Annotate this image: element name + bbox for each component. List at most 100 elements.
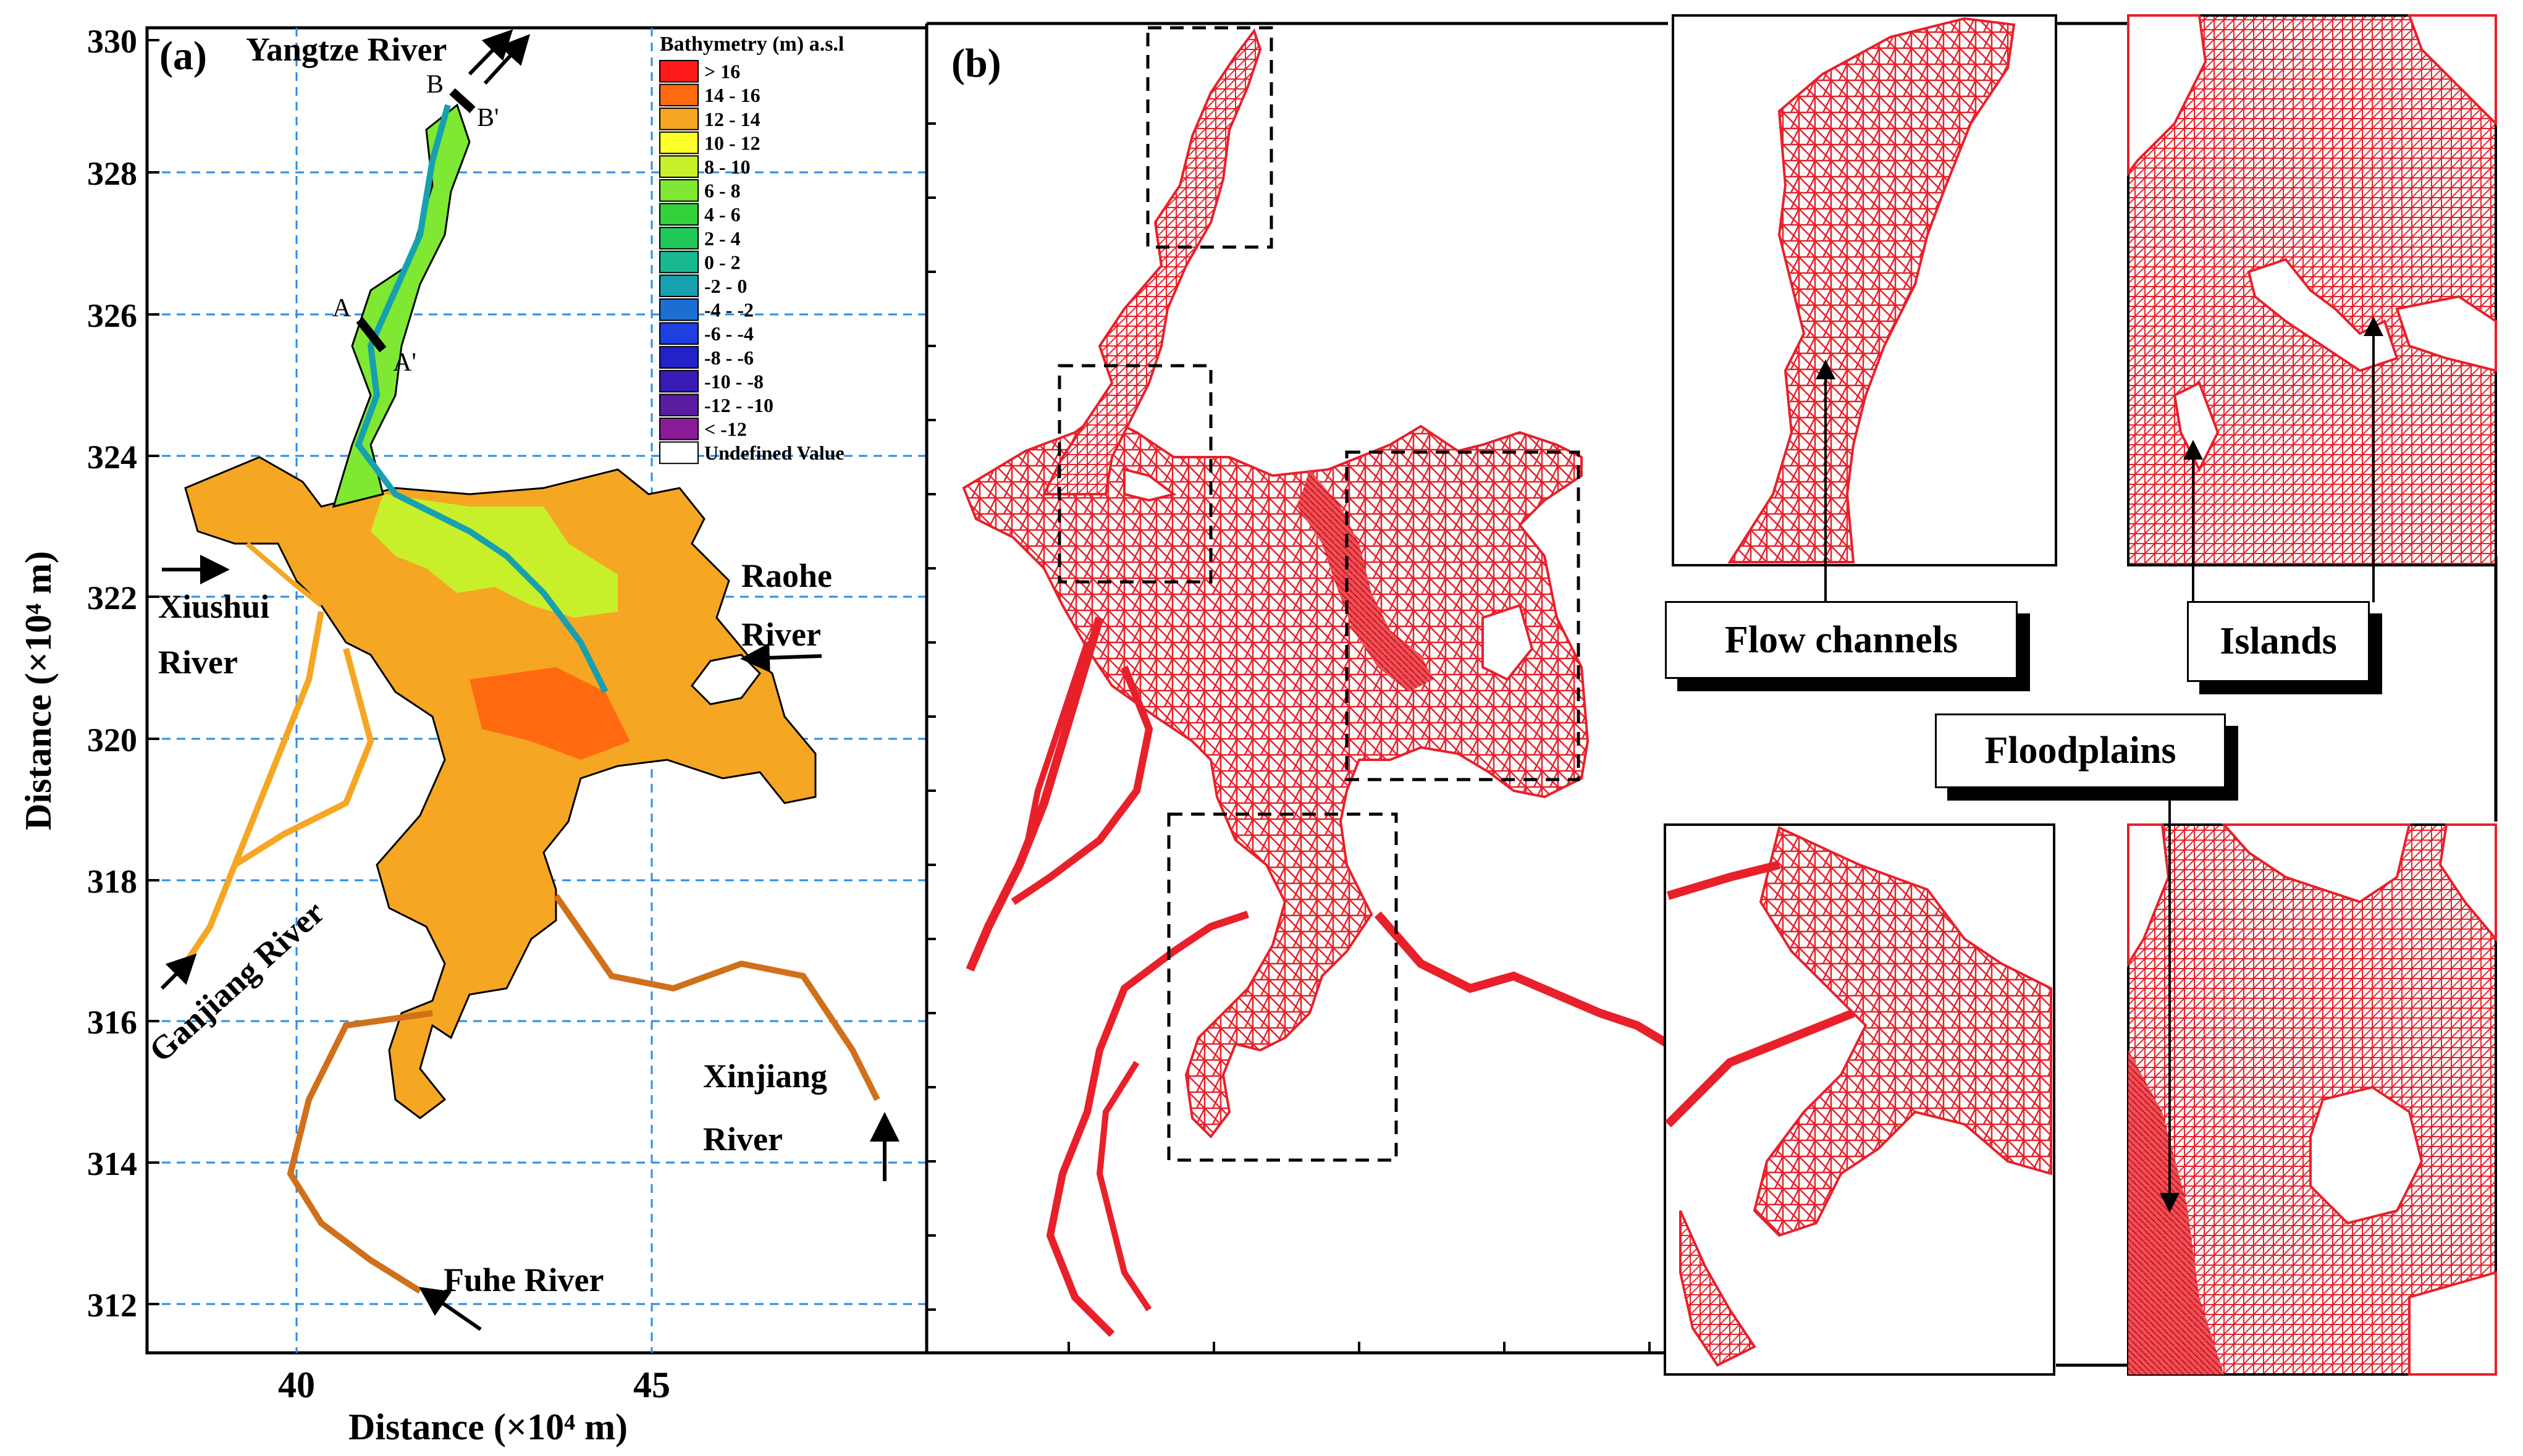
y-tick-label: 328 [87,155,137,192]
mesh-neck [1042,28,1262,495]
island-gap-1 [2127,14,2207,177]
legend-swatch [659,83,699,107]
lake-orange-dense [470,667,630,760]
y-axis: 330 328 326 324 322 320 318 316 314 312 Distance … [18,23,159,1324]
island-gap-2 [2247,258,2399,372]
bathymetry-map [182,103,880,1294]
island-gap-3 [2173,381,2220,473]
callout-floodplains-text: Floodplains [1984,730,2176,772]
y-tick-label: 316 [87,1004,137,1041]
callout-islands-text: Islands [2220,620,2337,662]
mesh-map [962,28,1670,1337]
legend-label: 4 - 6 [704,203,741,225]
mesh-fuhe-river [1046,911,1249,1337]
y-tick-label: 322 [87,579,137,616]
y-tick-label: 312 [87,1287,137,1324]
legend-label: 8 - 10 [704,156,751,178]
legend-swatch [659,155,699,178]
legend-swatch [659,203,699,226]
callout-floodplains: Floodplains [1935,713,2226,788]
raohe-river-label-1: Raohe [741,557,832,594]
zoom-floodplains-right [2127,823,2497,1376]
legend-swatch [659,107,699,130]
callout-arrows [1816,316,2383,1213]
section-a-line [356,317,387,353]
raohe-river-label-2: River [741,616,821,653]
section-b-line [449,88,476,114]
legend-label: 0 - 2 [704,251,741,273]
mesh-island-1 [1123,468,1177,502]
x-axis-title: Distance (×10⁴ m) [348,1407,628,1447]
raohe-inflow-arrow [740,642,822,673]
legend-swatch [659,441,699,465]
focus-box-floodplains-right [1345,450,1580,781]
x-tick-45: 45 [633,1365,670,1405]
y-tick-label: 320 [87,722,137,759]
legend-label: < -12 [704,418,747,440]
panel-b-label: (b) [951,41,1001,86]
panel-b: (b) [925,22,1670,1355]
xinjiang-river-label-1: Xinjiang [703,1058,827,1095]
focus-box-islands [1058,364,1213,584]
focus-box-floodplains-left [1167,812,1398,1162]
legend-swatch [659,369,699,393]
legend-swatch [659,346,699,369]
xiushui-river-label-2: River [158,644,238,681]
legend-label: -4 - -2 [704,299,754,321]
yangtze-outflow-arrow-2 [483,34,531,85]
mesh-dense-channel [1297,469,1433,692]
legend-label: -6 - -4 [704,322,754,345]
y-tick-label: 324 [87,439,137,476]
focus-box-flow-channels [1146,26,1273,249]
legend-swatch [659,250,699,274]
zoom-islands [2127,14,2497,566]
legend-label: -12 - -10 [704,394,773,416]
legend-label: 10 - 12 [704,132,760,154]
fuhe-river-label: Fuhe River [444,1261,604,1298]
xiushui-river-channel [245,541,323,608]
mesh-fuhe-branch [1096,1061,1152,1311]
flow-arrows [160,29,899,1331]
legend-swatch [659,298,699,321]
xinjiang-river-channel [553,894,880,1101]
lake-main-body [184,456,817,1119]
legend-swatch [659,179,699,202]
mesh-ganjiang-river [966,616,1104,972]
legend-swatch [659,322,699,345]
legend-label: 6 - 8 [704,180,741,202]
mesh-island-2 [1481,604,1534,681]
legend-label: Undefined Value [704,442,845,464]
panel-a-label: (a) [159,33,207,78]
mesh-ganjiang-branch [1011,665,1153,905]
xinjiang-river-label-2: River [703,1121,783,1158]
island-gap-4 [2395,295,2497,372]
legend-label: 2 - 4 [704,227,741,250]
xiushui-river-label-1: Xiushui [158,588,269,625]
fuhe-inflow-arrow [419,1287,482,1331]
callout-islands: Islands [2187,601,2370,682]
legend-title: Bathymetry (m) a.s.l [660,33,844,56]
legend-label: 14 - 16 [704,84,760,106]
section-b-prime-label: B' [477,104,499,132]
legend-swatch [659,418,699,440]
mesh-ganjiang-branch-2 [1022,641,1090,853]
y-tick-label: 330 [87,23,137,60]
zoom-floodplains-left [1664,823,2055,1376]
fuhe-river-channel [287,1010,433,1294]
legend-swatch [659,227,699,250]
callout-flow-channels-text: Flow channels [1724,618,1958,661]
legend-label: -10 - -8 [704,370,764,392]
island-gap-5 [2407,14,2497,127]
legend-label: -2 - 0 [704,275,747,297]
ganjiang-inflow-arrow [160,953,197,990]
lake-green-zone [371,494,618,618]
focus-boxes [1058,26,1580,1162]
legend-swatch [659,393,699,417]
legend-swatch [659,60,699,83]
yangtze-channel [355,104,609,694]
legend-swatch [659,274,699,297]
panel-b-ticks [927,122,1651,1353]
y-axis-title: Distance (×10⁴ m) [18,551,59,830]
